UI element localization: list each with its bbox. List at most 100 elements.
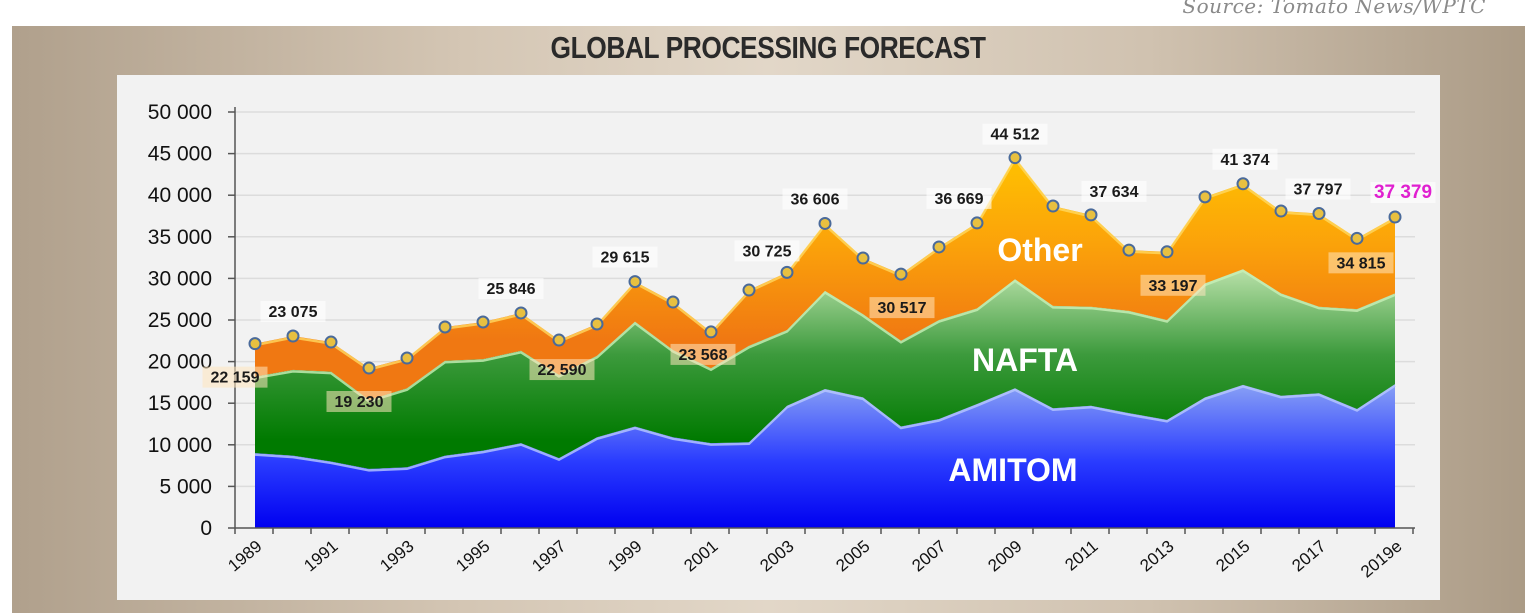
data-label: 29 615 (601, 250, 650, 267)
x-tick-label: 1991 (300, 537, 341, 576)
data-label-box (982, 123, 1048, 145)
data-label: 34 815 (1337, 255, 1386, 272)
data-label-box (592, 246, 658, 268)
data-point-marker (1122, 243, 1136, 257)
data-label: 41 374 (1221, 152, 1270, 169)
y-tick-label: 10 000 (148, 434, 212, 457)
data-point-marker (1274, 204, 1288, 218)
data-point-marker (362, 361, 376, 375)
data-label-box (1370, 182, 1436, 204)
data-point-marker (1046, 199, 1060, 213)
data-point-marker (286, 329, 300, 343)
data-label-box (202, 366, 268, 388)
data-point-marker (780, 265, 794, 279)
data-label-box (260, 301, 326, 323)
data-point-marker (856, 251, 870, 265)
data-label-box (926, 187, 992, 209)
data-label-box (869, 297, 935, 319)
y-tick-label: 35 000 (148, 226, 212, 249)
y-tick-label: 0 (200, 517, 212, 540)
data-point-marker (704, 325, 718, 339)
y-tick-label: 30 000 (148, 267, 212, 290)
x-tick-label: 1999 (604, 537, 645, 576)
x-tick-label: 1995 (452, 537, 493, 576)
x-tick-label: 2001 (680, 537, 721, 576)
area-nafta (255, 269, 1395, 469)
data-point-marker (552, 333, 566, 347)
data-label: 37 634 (1090, 184, 1139, 201)
data-point-marker (400, 351, 414, 365)
data-label-box (1140, 274, 1206, 296)
data-point-marker (932, 240, 946, 254)
data-point-marker (1160, 245, 1174, 259)
data-label: 23 075 (269, 304, 318, 321)
data-point-marker (476, 315, 490, 329)
x-tick-label: 2015 (1212, 537, 1253, 576)
data-point-marker (818, 216, 832, 230)
source-note: Source: Tomato News/WPTC (1182, 0, 1486, 18)
x-tick-label: 2011 (1061, 537, 1101, 575)
data-label-box (326, 391, 392, 413)
data-point-marker (514, 306, 528, 320)
data-point-marker (628, 275, 642, 289)
x-tick-label: 2017 (1288, 537, 1329, 576)
series-label-other: Other (997, 232, 1082, 268)
data-label-box (782, 188, 848, 210)
chart-title: GLOBAL PROCESSING FORECAST (550, 30, 986, 65)
x-tick-label: 1997 (528, 537, 569, 576)
data-label: 22 590 (538, 362, 587, 379)
x-tick-label: 1993 (376, 537, 417, 576)
data-point-marker (666, 295, 680, 309)
data-point-marker (248, 337, 262, 351)
x-tick-label: 2013 (1136, 537, 1177, 576)
data-point-marker (438, 320, 452, 334)
x-tick-label: 2005 (832, 537, 873, 576)
data-point-marker (1350, 231, 1364, 245)
data-label: 44 512 (991, 127, 1040, 144)
data-point-marker (1008, 151, 1022, 165)
x-tick-label: 2019e (1357, 537, 1405, 582)
data-label-box (1328, 252, 1394, 274)
x-tick-label: 1989 (224, 537, 265, 576)
data-label: 36 669 (935, 191, 984, 208)
data-point-marker (324, 335, 338, 349)
x-tick-label: 2003 (756, 537, 797, 576)
x-tick-label: 2007 (908, 537, 949, 576)
area-other (255, 157, 1395, 400)
y-tick-label: 20 000 (148, 351, 212, 374)
x-tick-label: 2009 (984, 537, 1025, 576)
data-label-box (529, 359, 595, 381)
area-edge-amitom (254, 384, 1396, 472)
data-label: 30 517 (878, 300, 927, 317)
data-point-marker (1388, 210, 1402, 224)
data-label-box (734, 240, 800, 262)
data-point-marker (894, 267, 908, 281)
data-point-marker (1198, 190, 1212, 204)
series-label-amitom: AMITOM (948, 452, 1077, 488)
data-point-marker (970, 216, 984, 230)
data-label: 23 568 (679, 347, 728, 364)
data-label-box (1081, 180, 1147, 202)
data-label-box (1212, 148, 1278, 170)
data-label: 22 159 (211, 370, 260, 387)
y-tick-label: 40 000 (148, 184, 212, 207)
data-label-box (670, 343, 736, 365)
data-label: 19 230 (335, 394, 384, 411)
area-amitom (255, 384, 1395, 528)
data-point-marker (590, 317, 604, 331)
y-tick-label: 5 000 (159, 475, 212, 498)
data-label: 25 846 (487, 281, 536, 298)
data-label: 36 606 (791, 191, 840, 208)
data-label: 33 197 (1149, 278, 1198, 295)
data-point-marker (1084, 208, 1098, 222)
data-label-box (478, 277, 544, 299)
data-point-marker (1312, 207, 1326, 221)
y-tick-label: 25 000 (148, 309, 212, 332)
y-tick-label: 45 000 (148, 143, 212, 166)
y-tick-label: 50 000 (148, 101, 212, 124)
data-point-marker (1236, 177, 1250, 191)
data-label: 37 379 (1374, 182, 1432, 203)
data-label-box (1285, 178, 1351, 200)
data-label: 30 725 (743, 243, 792, 260)
